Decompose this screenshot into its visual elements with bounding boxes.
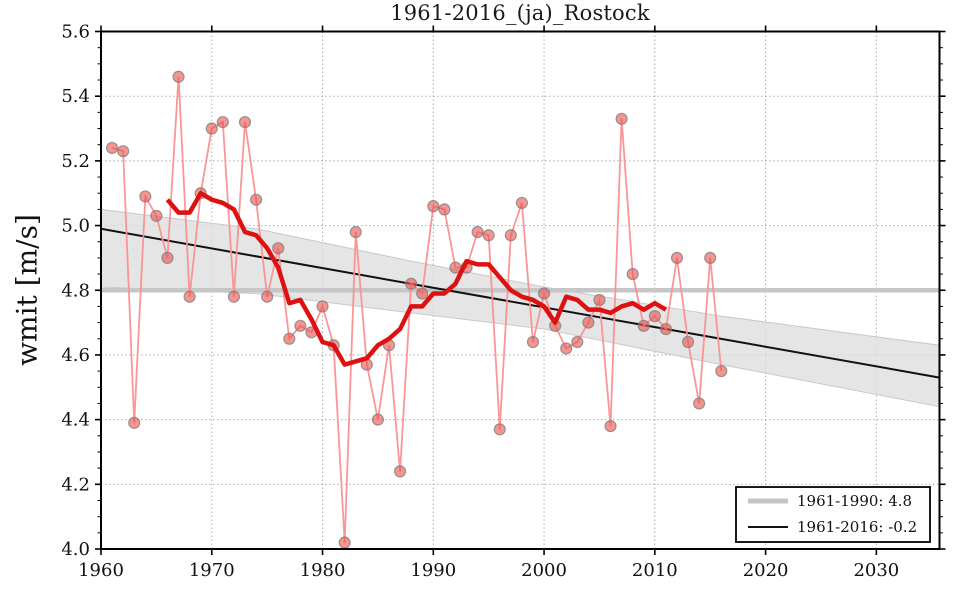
axis-ticks [95,25,946,555]
annual-marker [571,335,584,349]
annual-marker [117,145,130,158]
annual-marker [183,290,196,303]
annual-marker [150,209,163,222]
trend-line-segment [100,227,940,379]
annual-marker [526,335,540,349]
annual-marker [128,416,141,429]
chart-title: 1961-2016_(ja)_Rostock [390,1,650,25]
annual-marker [316,300,329,313]
annual-marker [227,290,241,303]
x-tick-label: 1960 [78,560,124,581]
smoothed-series-line [165,190,668,367]
annual-marker [294,319,307,332]
annual-marker [416,287,429,300]
annual-marker [670,251,684,265]
y-tick-label: 4.4 [61,410,90,431]
x-tick-label: 2030 [853,560,899,581]
annual-marker [249,193,263,206]
annual-marker [105,141,119,155]
annual-marker [626,267,639,281]
annual-marker [139,190,152,203]
annual-series-markers [105,70,728,549]
annual-marker [161,251,174,265]
annual-marker [681,335,695,349]
x-tick-label: 1970 [189,560,235,581]
x-tick-label: 2020 [743,560,789,581]
annual-marker [704,251,717,265]
annual-marker [438,203,451,216]
y-tick-label: 4.0 [61,539,90,560]
legend-box [735,486,931,543]
annual-marker [471,225,484,239]
annual-marker [427,200,440,213]
legend-label-trend: 1961-2016: -0.2 [797,518,917,536]
y-tick-label: 5.0 [61,216,90,237]
annual-marker [338,536,351,549]
annual-marker [371,413,385,426]
confidence-band-area [100,208,940,408]
annual-marker [205,122,218,135]
annual-marker [238,115,252,129]
legend-label-reference: 1961-1990: 4.8 [797,492,912,510]
x-tick-label: 2000 [521,560,567,581]
x-tick-label: 1990 [410,560,456,581]
annual-marker [693,397,706,410]
legend: 1961-1990: 4.8 1961-2016: -0.2 [735,486,931,543]
annual-marker [216,115,229,129]
axis-tick-labels: 1960 1970 1980 1990 2000 2010 2020 2030 4.0 4.2 4.… [61,22,899,582]
annual-marker [637,319,650,332]
annual-marker [405,277,418,290]
y-tick-label: 4.6 [61,345,90,366]
y-tick-label: 5.6 [61,22,90,43]
trend-line [100,227,940,379]
annual-marker [648,310,661,323]
annual-marker [482,229,495,242]
trend-confidence-band [100,208,940,408]
annual-marker [504,229,517,242]
annual-marker [615,112,628,125]
smoothed-polyline [165,190,668,367]
annual-marker [582,316,595,329]
annual-marker [537,287,551,300]
annual-marker [349,225,362,239]
y-tick-label: 4.8 [61,280,90,301]
x-tick-label: 1980 [300,560,346,581]
y-tick-label: 4.2 [61,474,90,495]
annual-marker [659,322,673,336]
annual-marker [261,290,274,303]
annual-marker [715,365,728,378]
annual-marker [272,242,285,255]
annual-marker [604,419,617,433]
y-tick-label: 5.2 [61,151,90,172]
annual-marker [560,342,573,355]
x-tick-label: 2010 [632,560,678,581]
annual-marker [393,465,407,478]
annual-marker [172,70,185,83]
annual-marker [493,423,506,436]
annual-marker [283,332,296,345]
y-tick-label: 5.4 [61,86,90,107]
annual-marker [515,196,529,210]
annual-marker [593,293,606,307]
